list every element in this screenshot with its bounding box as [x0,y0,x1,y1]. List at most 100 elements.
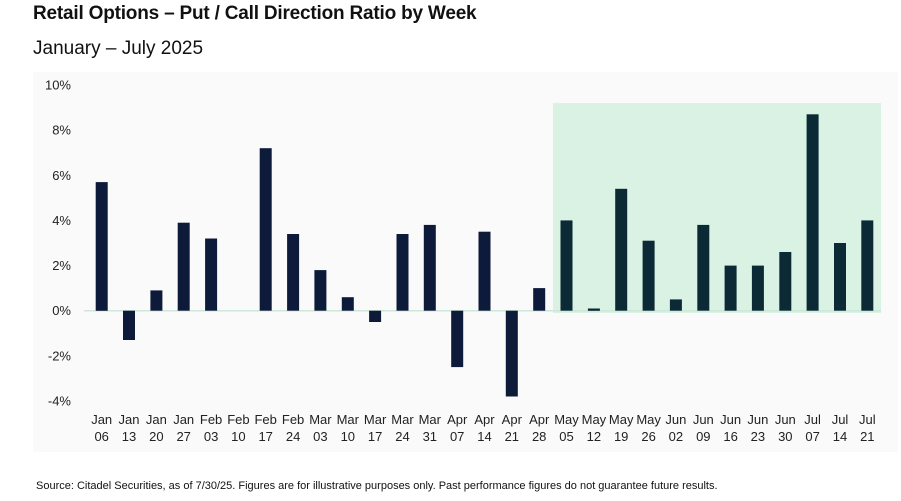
x-tick-day-label: 17 [258,429,272,444]
x-tick-day-label: 14 [833,429,847,444]
bar [806,114,819,311]
x-tick-day-label: 28 [532,429,546,444]
x-tick-day-label: 21 [505,429,519,444]
x-tick-month-label: Feb [200,412,222,427]
bar [123,310,135,340]
x-tick-month-label: Jan [119,412,140,427]
x-tick-month-label: Jul [859,412,876,427]
chart-title: Retail Options – Put / Call Direction Ra… [33,3,477,24]
y-tick-label: -4% [48,394,72,409]
x-tick-day-label: 07 [805,429,819,444]
x-tick-day-label: 06 [94,429,108,444]
bar [779,252,792,311]
bar [205,238,218,311]
x-tick-day-label: 03 [204,429,218,444]
x-tick-month-label: May [554,412,579,427]
bar [861,220,874,311]
bar [341,297,354,311]
bar [669,299,682,311]
x-tick-day-label: 16 [723,429,737,444]
bar [287,234,300,311]
x-tick-day-label: 19 [614,429,628,444]
x-tick-day-label: 20 [149,429,163,444]
x-tick-month-label: Feb [254,412,276,427]
bar [505,310,518,397]
y-tick-label: 2% [52,258,71,273]
bar [533,288,546,311]
x-tick-day-label: 21 [860,429,874,444]
bar [314,270,327,311]
x-tick-month-label: Apr [529,412,550,427]
x-tick-day-label: 26 [641,429,655,444]
x-tick-month-label: Jan [91,412,112,427]
x-tick-month-label: Mar [391,412,414,427]
x-tick-day-label: 17 [368,429,382,444]
x-tick-day-label: 14 [477,429,491,444]
bar-chart: 10% 8% 6% 4% 2% 0% -2% -4% Jan 06 Jan 13 Jan 20 Jan 27 F… [45,78,881,444]
x-tick-day-label: 23 [751,429,765,444]
chart-panel: 10% 8% 6% 4% 2% 0% -2% -4% Jan 06 Jan 13 Jan 20 Jan 27 F… [33,72,898,452]
bar [724,265,737,311]
bar [697,224,710,311]
x-tick-day-label: 27 [176,429,190,444]
x-tick-month-label: Jun [665,412,686,427]
x-tick-month-label: May [609,412,634,427]
bar [95,182,108,311]
y-tick-label: 6% [52,168,71,183]
y-tick-label: 8% [52,123,71,138]
y-tick-label: 0% [52,303,71,318]
x-tick-day-label: 24 [286,429,300,444]
chart-subtitle: January – July 2025 [33,38,204,59]
bar [751,265,764,311]
x-tick-day-label: 10 [231,429,245,444]
x-tick-day-label: 31 [423,429,437,444]
x-tick-month-label: Apr [474,412,495,427]
highlight-region [552,103,881,313]
x-tick-day-label: 12 [587,429,601,444]
x-tick-day-label: 02 [669,429,683,444]
bar [478,231,491,311]
bar [560,220,573,311]
y-tick-label: -2% [48,348,72,363]
x-tick-day-label: 24 [395,429,409,444]
x-tick-day-label: 10 [341,429,355,444]
x-tick-month-label: May [636,412,661,427]
x-tick-month-label: Jan [146,412,167,427]
x-tick-day-label: 30 [778,429,792,444]
bar [451,310,464,368]
bar [396,234,409,311]
x-tick-month-label: Mar [309,412,332,427]
bar [587,308,600,311]
bar [834,243,846,311]
x-tick-month-label: Feb [227,412,249,427]
x-tick-day-label: 13 [122,429,136,444]
x-tick-month-label: Jun [775,412,796,427]
bar [423,224,436,311]
x-tick-month-label: Jan [173,412,194,427]
bar [259,148,272,311]
x-tick-month-label: Jun [720,412,741,427]
x-tick-month-label: Apr [447,412,468,427]
x-tick-month-label: Mar [364,412,387,427]
x-tick-day-label: 07 [450,429,464,444]
y-tick-label: 4% [52,213,71,228]
x-tick-month-label: Mar [337,412,360,427]
bar [642,240,655,311]
y-tick-label: 10% [45,78,71,93]
x-tick-month-label: Apr [502,412,523,427]
source-note: Source: Citadel Securities, as of 7/30/2… [36,480,718,492]
x-tick-month-label: Jul [832,412,849,427]
x-tick-month-label: Jun [747,412,768,427]
x-tick-month-label: Jun [693,412,714,427]
x-tick-month-label: Feb [282,412,304,427]
bar [615,188,628,311]
bar [177,222,190,311]
x-tick-day-label: 03 [313,429,327,444]
x-tick-day-label: 05 [559,429,573,444]
x-tick-month-label: May [582,412,607,427]
x-tick-month-label: Jul [804,412,821,427]
x-tick-day-label: 09 [696,429,710,444]
bar [150,290,163,311]
bar [369,310,382,322]
x-tick-month-label: Mar [419,412,442,427]
